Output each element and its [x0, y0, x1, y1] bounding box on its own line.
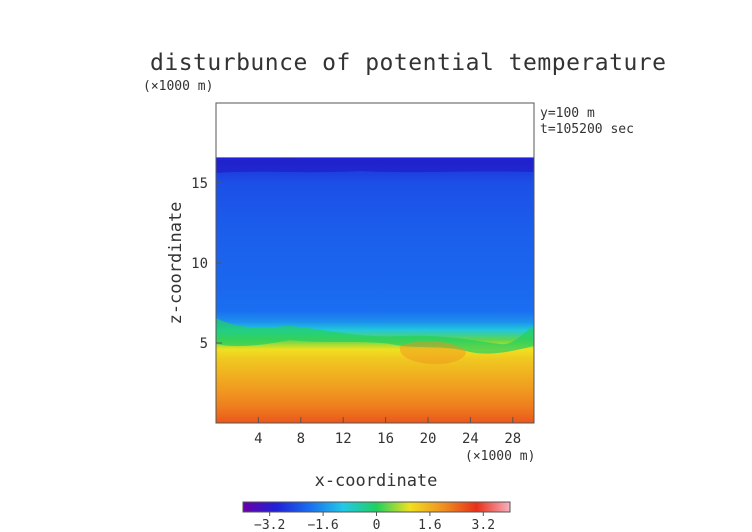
x-tick-label: 8: [297, 431, 305, 447]
colorbar-tick-label: −3.2: [254, 518, 285, 532]
y-tick-label: 15: [191, 176, 208, 192]
y-tick-label: 5: [200, 336, 208, 352]
y-axis: 5 10 15: [191, 176, 222, 352]
colorbar: [242, 501, 511, 513]
x-tick-label: 24: [462, 431, 479, 447]
x-tick-label: 20: [420, 431, 437, 447]
x-unit-label: (×1000 m): [465, 449, 535, 464]
annotation-t: t=105200 sec: [540, 122, 634, 137]
colorbar-ticks: −3.2 −1.6 0 1.6 3.2: [254, 512, 495, 532]
y-unit-label: (×1000 m): [143, 79, 213, 94]
colorbar-tick-label: 3.2: [472, 518, 495, 532]
plot-area: [216, 157, 534, 423]
chart-title: disturbunce of potential temperature: [150, 50, 667, 76]
temperature-field: [216, 157, 534, 423]
x-axis: 4 8 12 16 20 24 28: [254, 417, 521, 447]
x-axis-title: x-coordinate: [315, 471, 438, 491]
x-tick-label: 4: [254, 431, 262, 447]
x-tick-label: 16: [377, 431, 394, 447]
x-tick-label: 28: [504, 431, 521, 447]
x-tick-label: 12: [335, 431, 352, 447]
colorbar-tick-label: 0: [373, 518, 381, 532]
top-cold-layer: [216, 157, 534, 173]
annotation-y: y=100 m: [540, 106, 595, 121]
y-tick-label: 10: [191, 256, 208, 272]
cold-front-band: [216, 318, 534, 354]
y-axis-title: z-coordinate: [166, 202, 186, 325]
colorbar-tick-label: −1.6: [307, 518, 338, 532]
warm-blob: [399, 341, 466, 365]
colorbar-tick-label: 1.6: [418, 518, 441, 532]
